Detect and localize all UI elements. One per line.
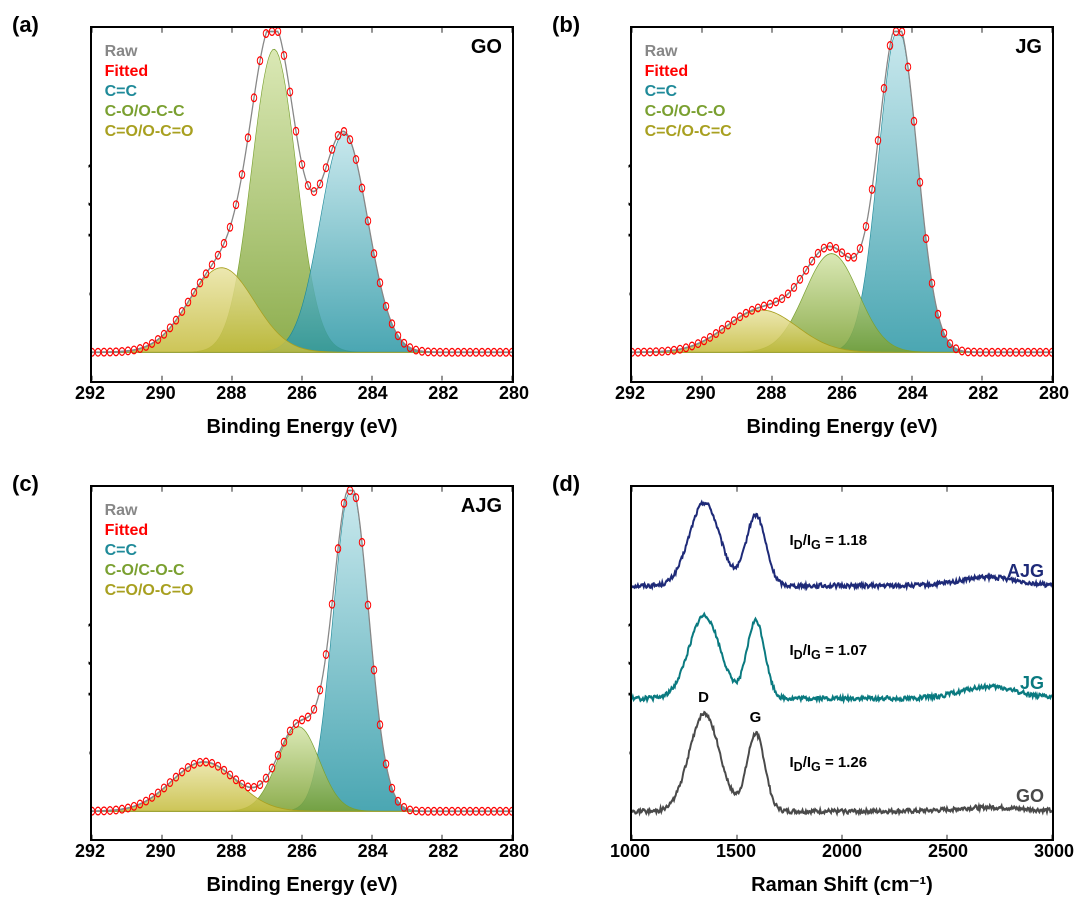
x-tick: 286: [827, 383, 857, 404]
xlabel-c: Binding Energy (eV): [90, 874, 514, 897]
x-tick: 284: [898, 383, 928, 404]
x-tick: 280: [499, 841, 529, 862]
x-ticks-a: 280282284286288290292: [90, 383, 514, 409]
plot-frame-a: GORawFittedC=CC-O/O-C-CC=O/O-C=O: [90, 26, 514, 383]
x-tick: 2000: [822, 841, 862, 862]
x-tick: 1500: [716, 841, 756, 862]
band-label: G: [750, 709, 762, 726]
x-tick: 292: [75, 383, 105, 404]
ratio-annotation: ID/IG = 1.18: [790, 532, 868, 552]
x-tick: 292: [615, 383, 645, 404]
x-tick: 288: [756, 383, 786, 404]
spectrum-label: AJG: [1007, 561, 1044, 582]
plot-frame-c: AJGRawFittedC=CC-O/C-O-CC=O/O-C=O: [90, 485, 514, 842]
x-tick: 280: [1039, 383, 1069, 404]
x-tick: 284: [358, 383, 388, 404]
plot-frame-b: JGRawFittedC=CC-O/O-C-OC=C/O-C=C: [630, 26, 1054, 383]
panel-label-b: (b): [552, 12, 580, 38]
panel-a: (a) Intensity (a.u.) GORawFittedC=CC-O/O…: [10, 10, 530, 449]
xlabel-a: Binding Energy (eV): [90, 416, 514, 439]
x-ticks-c: 280282284286288290292: [90, 841, 514, 867]
sample-label: AJG: [461, 495, 502, 518]
x-ticks-b: 280282284286288290292: [630, 383, 1054, 409]
sample-label: GO: [471, 36, 502, 59]
x-tick: 280: [499, 383, 529, 404]
panel-label-d: (d): [552, 471, 580, 497]
x-tick: 282: [968, 383, 998, 404]
x-tick: 290: [146, 841, 176, 862]
panel-b: (b) Intensity (a.u.) JGRawFittedC=CC-O/O…: [550, 10, 1070, 449]
x-tick: 2500: [928, 841, 968, 862]
panel-label-a: (a): [12, 12, 39, 38]
xlabel-b: Binding Energy (eV): [630, 416, 1054, 439]
sample-label: JG: [1015, 36, 1042, 59]
x-tick: 282: [428, 841, 458, 862]
x-tick: 282: [428, 383, 458, 404]
x-tick: 292: [75, 841, 105, 862]
panel-d: (d) Intensity (a.u.) AJGID/IG = 1.18JGID…: [550, 469, 1070, 908]
band-label: D: [698, 689, 709, 706]
x-tick: 290: [146, 383, 176, 404]
x-tick: 286: [287, 383, 317, 404]
ratio-annotation: ID/IG = 1.07: [790, 642, 868, 662]
x-tick: 3000: [1034, 841, 1074, 862]
x-tick: 290: [686, 383, 716, 404]
x-tick: 284: [358, 841, 388, 862]
spectrum-label: GO: [1016, 786, 1044, 807]
x-ticks-d: 10001500200025003000: [630, 841, 1054, 867]
x-tick: 286: [287, 841, 317, 862]
ratio-annotation: ID/IG = 1.26: [790, 754, 868, 774]
x-tick: 288: [216, 841, 246, 862]
figure-grid: (a) Intensity (a.u.) GORawFittedC=CC-O/O…: [10, 10, 1070, 907]
x-tick: 288: [216, 383, 246, 404]
plot-frame-d: AJG ID/IG = 1.18 JG ID/IG = 1.07 GO ID/IG = 1…: [630, 485, 1054, 842]
x-tick: 1000: [610, 841, 650, 862]
spectrum-label: JG: [1020, 673, 1044, 694]
xlabel-d: Raman Shift (cm⁻¹): [630, 872, 1054, 897]
panel-label-c: (c): [12, 471, 39, 497]
panel-c: (c) Intensity (a.u.) AJGRawFittedC=CC-O/…: [10, 469, 530, 908]
